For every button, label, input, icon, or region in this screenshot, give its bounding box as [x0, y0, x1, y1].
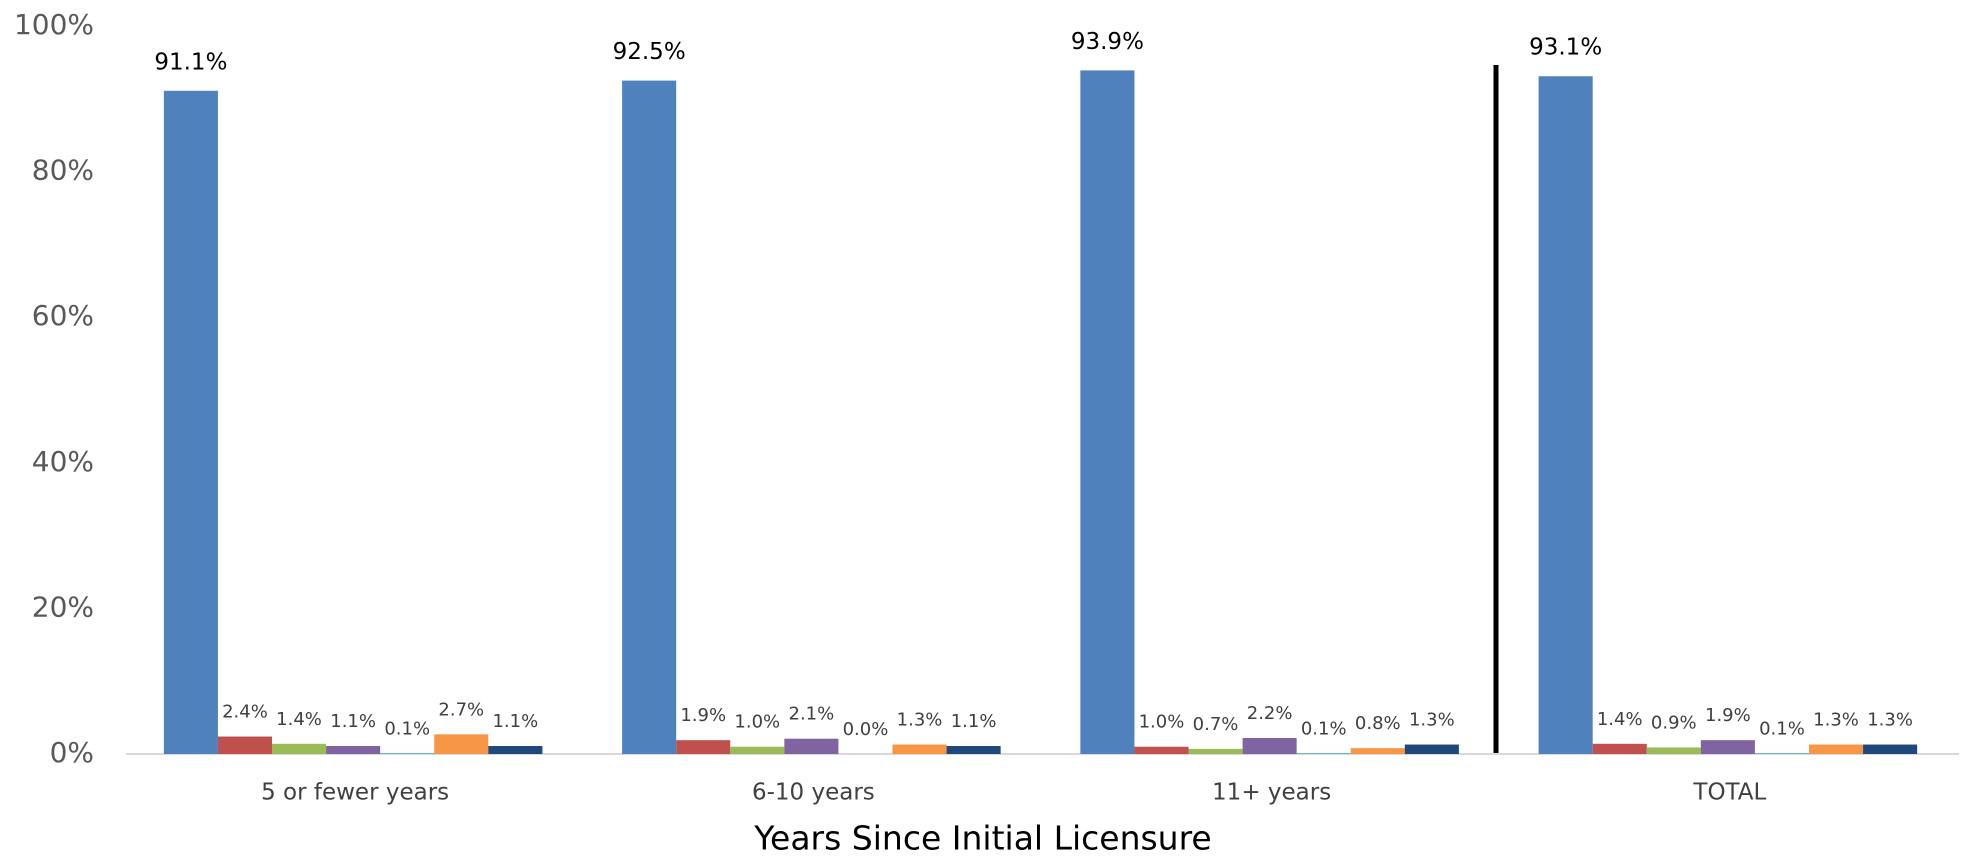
y-tick-label: 80% — [32, 154, 94, 187]
bar — [272, 743, 327, 754]
bar — [1808, 744, 1864, 754]
data-label: 1.3% — [1867, 710, 1913, 731]
bar — [1296, 753, 1351, 754]
bar — [1863, 744, 1918, 754]
bar — [622, 80, 677, 755]
bar — [488, 745, 543, 754]
y-tick-label: 40% — [32, 445, 94, 478]
data-label: 0.1% — [1759, 718, 1805, 739]
bar — [1188, 748, 1243, 754]
data-label: 1.4% — [276, 709, 322, 730]
data-label: 93.9% — [1071, 29, 1144, 55]
bar — [1404, 744, 1459, 754]
bar — [784, 738, 839, 754]
data-label: 0.1% — [384, 718, 430, 739]
bar — [1242, 737, 1297, 754]
bar — [217, 736, 273, 754]
data-label: 0.9% — [1651, 712, 1697, 733]
data-label: 1.1% — [492, 711, 538, 732]
data-label: 2.4% — [222, 702, 268, 723]
bar — [946, 745, 1001, 754]
data-label: 93.1% — [1529, 35, 1602, 61]
data-label: 2.2% — [1247, 703, 1293, 724]
bar — [1700, 740, 1755, 754]
bar — [1646, 747, 1701, 754]
y-tick-label: 20% — [32, 590, 94, 623]
bar — [326, 745, 381, 754]
data-label: 92.5% — [613, 39, 686, 65]
bar — [1538, 76, 1593, 755]
data-label: 1.0% — [734, 712, 780, 733]
data-label: 1.9% — [1705, 705, 1751, 726]
x-tick-label: 11+ years — [1212, 780, 1331, 806]
data-label: 1.1% — [951, 711, 997, 732]
bar — [1134, 746, 1189, 754]
bar — [1350, 748, 1405, 754]
bar — [892, 744, 947, 754]
bar — [380, 753, 435, 754]
bar — [730, 746, 785, 754]
y-tick-label: 100% — [14, 8, 94, 41]
y-tick-label: 60% — [32, 299, 94, 332]
y-tick-label: 0% — [50, 736, 94, 769]
data-label: 1.1% — [330, 711, 376, 732]
bar — [1754, 753, 1809, 754]
data-label: 1.3% — [897, 710, 943, 731]
x-tick-label: TOTAL — [1692, 780, 1766, 806]
data-label: 91.1% — [154, 49, 227, 75]
x-tick-label: 6-10 years — [752, 780, 875, 806]
data-label: 0.1% — [1301, 718, 1347, 739]
data-label: 1.3% — [1409, 710, 1455, 731]
data-label: 1.0% — [1139, 712, 1185, 733]
bar — [163, 90, 218, 755]
data-label: 1.9% — [680, 705, 726, 726]
data-label: 1.3% — [1813, 710, 1859, 731]
data-label: 2.7% — [438, 699, 484, 720]
bar — [1080, 70, 1135, 754]
x-tick-label: 5 or fewer years — [261, 780, 449, 806]
data-label: 0.7% — [1193, 714, 1239, 735]
x-axis-title: Years Since Initial Licensure — [753, 819, 1212, 858]
data-label: 1.4% — [1597, 709, 1643, 730]
bar — [434, 734, 489, 754]
bar — [1592, 743, 1647, 754]
bar — [676, 740, 731, 754]
data-label: 0.0% — [843, 719, 889, 740]
data-label: 0.8% — [1355, 713, 1401, 734]
data-label: 2.1% — [789, 704, 835, 725]
